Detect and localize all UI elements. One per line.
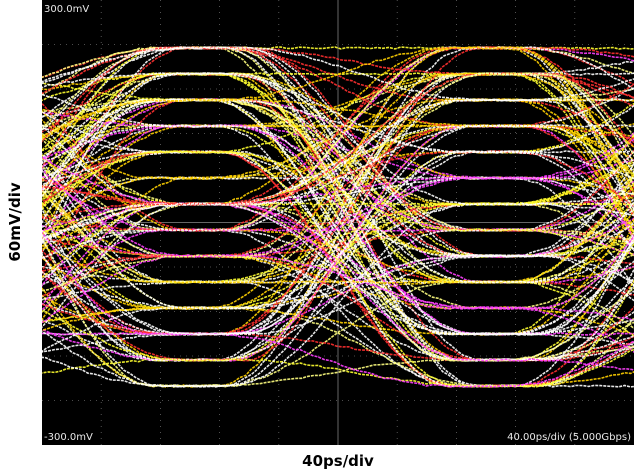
bottom-level-label: -300.0mV xyxy=(44,432,93,443)
trace xyxy=(42,150,634,256)
trace xyxy=(42,157,634,372)
trace xyxy=(42,98,634,336)
timebase-label: 40.00ps/div (5.000Gbps) xyxy=(507,432,631,443)
trace xyxy=(42,72,634,180)
trace xyxy=(42,182,634,284)
trace xyxy=(42,72,634,292)
trace xyxy=(42,150,634,362)
top-level-label: 300.0mV xyxy=(44,4,89,15)
trace xyxy=(42,231,634,388)
trace xyxy=(42,72,634,217)
x-axis-label: 40ps/div xyxy=(302,452,374,470)
trace xyxy=(42,46,634,174)
trace xyxy=(42,98,634,259)
y-axis-label: 60mV/div xyxy=(6,182,24,261)
trace xyxy=(42,176,634,329)
trace xyxy=(42,138,634,324)
eye-traces xyxy=(42,46,634,388)
trace xyxy=(42,169,634,310)
trace xyxy=(42,208,634,353)
